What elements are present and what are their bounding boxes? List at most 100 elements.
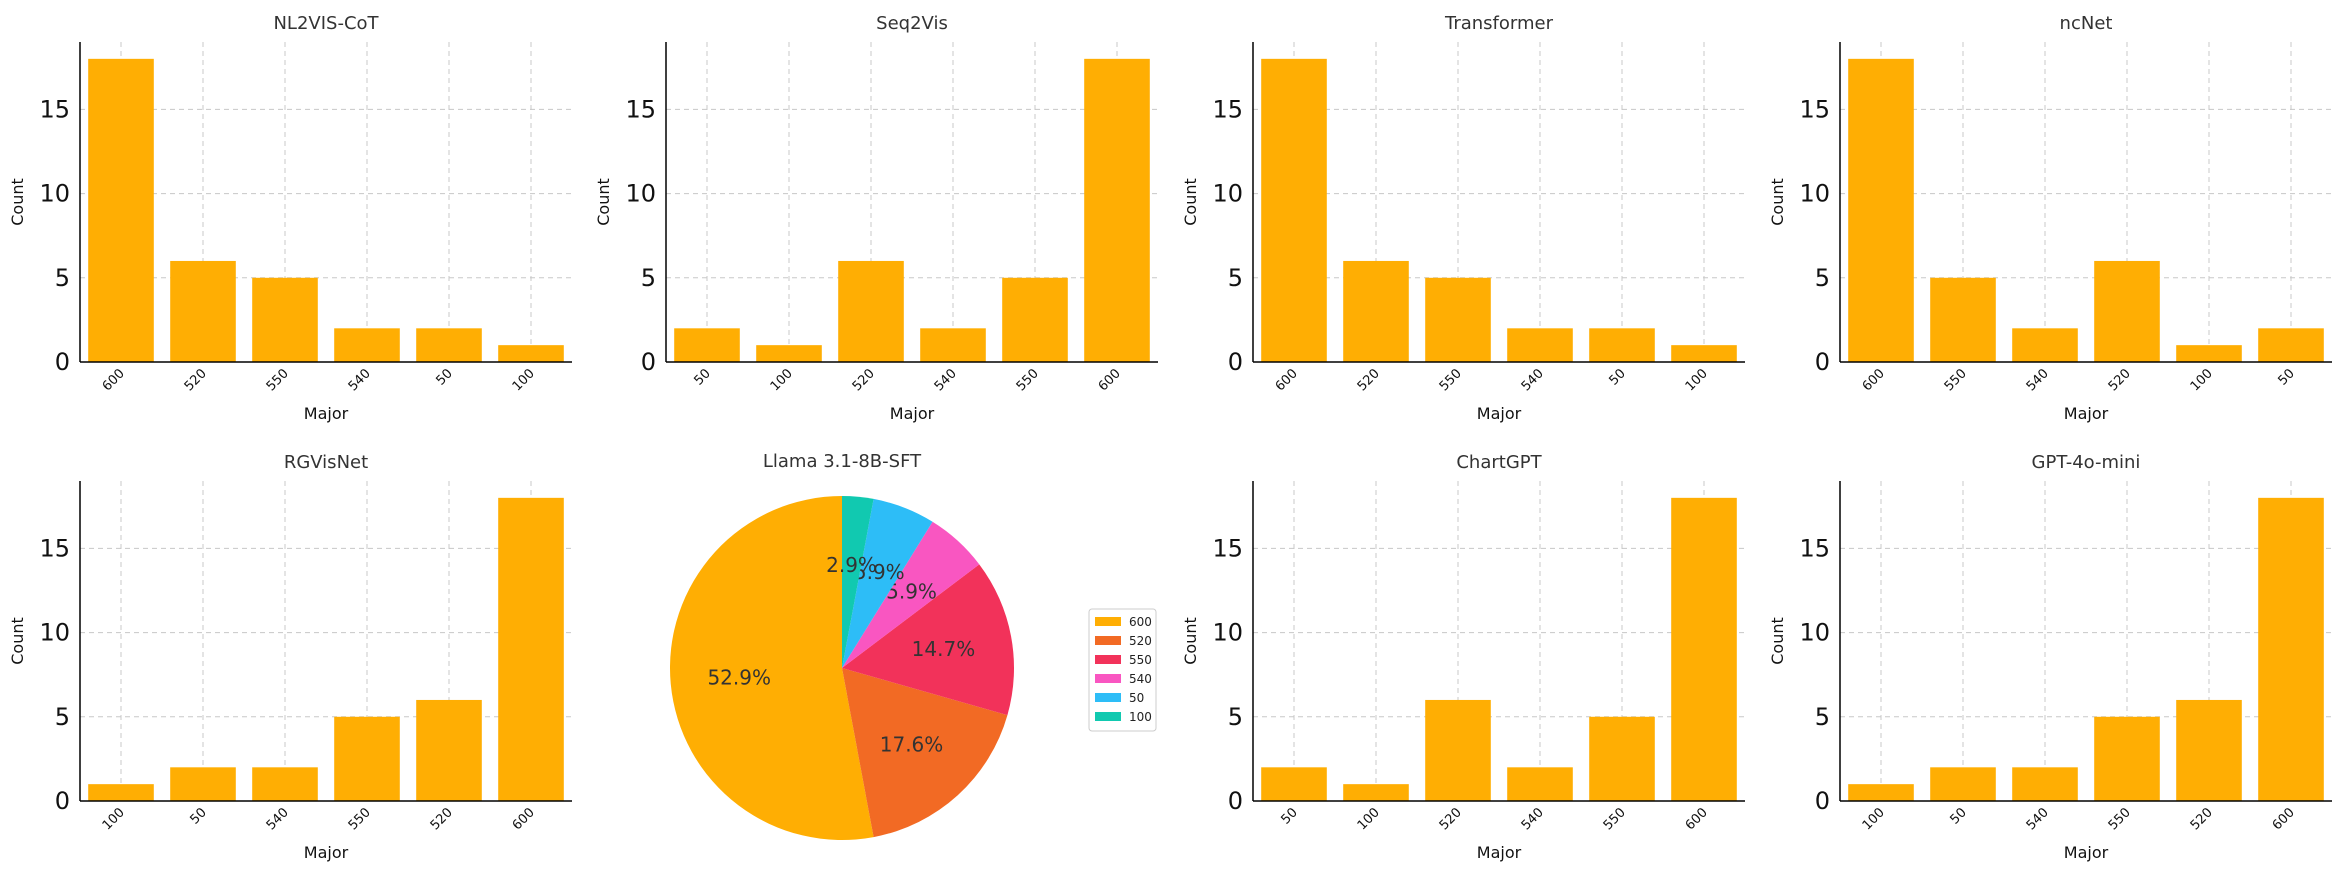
bar-50	[2258, 328, 2324, 362]
subplot-3: ncNet 0 5 10 15 600 550 540 520 100 50 Major Count	[1768, 13, 2332, 423]
chart-title: Llama 3.1-8B-SFT	[763, 451, 922, 472]
bar-550	[252, 277, 318, 362]
x-tick-label: 550	[1942, 366, 1970, 394]
y-tick-label: 10	[39, 619, 70, 647]
pie-percent-label: 52.9%	[707, 666, 771, 690]
legend-swatch	[1095, 674, 1121, 683]
bar-50	[416, 328, 482, 362]
y-tick-label: 0	[1228, 348, 1243, 376]
x-tick-label: 540	[932, 366, 960, 394]
pie-slice-520	[842, 668, 1008, 838]
subplot-4: RGVisNet 0 5 10 15 100 50 540 550 520 600 Major Coun…	[8, 452, 572, 862]
y-axis-label: Count	[1768, 178, 1787, 226]
bar-550	[334, 716, 400, 801]
bar-100	[756, 345, 822, 362]
bar-600	[1848, 58, 1914, 363]
legend-label: 520	[1129, 634, 1152, 648]
bar-600	[1084, 58, 1150, 363]
x-tick-label: 50	[188, 805, 210, 827]
y-tick-label: 5	[55, 264, 70, 292]
pie-slice-100	[842, 496, 874, 668]
bar-550	[2094, 716, 2160, 801]
y-tick-label: 10	[1799, 180, 1830, 208]
x-tick-label: 600	[510, 805, 538, 833]
chart-title: NL2VIS-CoT	[273, 13, 379, 34]
y-tick-label: 5	[1815, 264, 1830, 292]
bar-520	[170, 260, 236, 362]
legend-label: 550	[1129, 653, 1152, 667]
y-tick-label: 5	[641, 264, 656, 292]
bar-100	[2176, 345, 2242, 362]
bar-50	[1589, 328, 1655, 362]
bar-520	[1425, 699, 1491, 801]
x-tick-label: 100	[510, 366, 538, 394]
bar-540	[920, 328, 986, 362]
y-tick-label: 15	[39, 534, 70, 562]
y-tick-label: 10	[1212, 180, 1243, 208]
y-axis-label: Count	[1768, 617, 1787, 665]
x-tick-label: 50	[1607, 366, 1629, 388]
x-tick-label: 600	[1096, 366, 1124, 394]
x-tick-label: 100	[1683, 366, 1711, 394]
y-tick-label: 15	[39, 95, 70, 123]
legend-swatch	[1095, 693, 1121, 702]
y-tick-label: 15	[1799, 95, 1830, 123]
x-tick-label: 520	[850, 366, 878, 394]
legend-swatch	[1095, 636, 1121, 645]
chart-title: Seq2Vis	[876, 13, 948, 34]
y-tick-label: 0	[55, 787, 70, 815]
pie-slice-50	[842, 498, 933, 668]
bar-600	[498, 497, 564, 801]
bar-550	[1930, 277, 1996, 362]
x-tick-label: 550	[264, 366, 292, 394]
subplot-5: Llama 3.1-8B-SFT52.9%17.6%14.7%5.9%5.9%2…	[670, 451, 1157, 840]
y-tick-label: 0	[1815, 787, 1830, 815]
bar-550	[1589, 716, 1655, 801]
x-tick-label: 550	[346, 805, 374, 833]
x-tick-label: 520	[182, 366, 210, 394]
bar-100	[1671, 345, 1737, 362]
x-tick-label: 50	[1279, 805, 1301, 827]
x-tick-label: 540	[2024, 366, 2052, 394]
x-axis-label: Major	[2064, 843, 2109, 862]
x-tick-label: 600	[100, 366, 128, 394]
x-tick-label: 540	[2024, 805, 2052, 833]
x-tick-label: 520	[2106, 366, 2134, 394]
subplot-1: Seq2Vis 0 5 10 15 50 100 520 540 550 600 Major Count	[594, 13, 1158, 423]
x-tick-label: 550	[2106, 805, 2134, 833]
x-tick-label: 50	[2276, 366, 2298, 388]
y-tick-label: 0	[1815, 348, 1830, 376]
x-axis-label: Major	[1477, 843, 1522, 862]
bar-520	[416, 699, 482, 801]
x-tick-label: 50	[1948, 805, 1970, 827]
subplot-2: Transformer 0 5 10 15 600 520 550 540 50 100 Major C…	[1181, 13, 1745, 423]
bar-540	[252, 767, 318, 801]
legend-label: 50	[1129, 691, 1144, 705]
y-tick-label: 5	[55, 703, 70, 731]
bar-520	[2176, 699, 2242, 801]
y-tick-label: 15	[1212, 534, 1243, 562]
pie-slice-550	[842, 564, 1015, 716]
chart-title: RGVisNet	[284, 452, 368, 473]
y-axis-label: Count	[8, 617, 27, 665]
x-tick-label: 520	[1355, 366, 1383, 394]
x-tick-label: 550	[1601, 805, 1629, 833]
chart-title: GPT-4o-mini	[2032, 452, 2141, 473]
pie-percent-label: 5.9%	[854, 560, 905, 584]
bar-50	[170, 767, 236, 801]
y-tick-label: 15	[625, 95, 656, 123]
x-tick-label: 540	[1519, 805, 1547, 833]
bar-520	[1343, 260, 1409, 362]
bar-100	[1848, 784, 1914, 801]
legend-swatch	[1095, 712, 1121, 721]
bar-520	[838, 260, 904, 362]
pie-percent-label: 17.6%	[880, 732, 944, 756]
pie-slice-600	[670, 496, 874, 840]
x-axis-label: Major	[304, 843, 349, 862]
x-tick-label: 550	[1437, 366, 1465, 394]
x-tick-label: 100	[1355, 805, 1383, 833]
y-tick-label: 5	[1815, 703, 1830, 731]
x-axis-label: Major	[1477, 404, 1522, 423]
